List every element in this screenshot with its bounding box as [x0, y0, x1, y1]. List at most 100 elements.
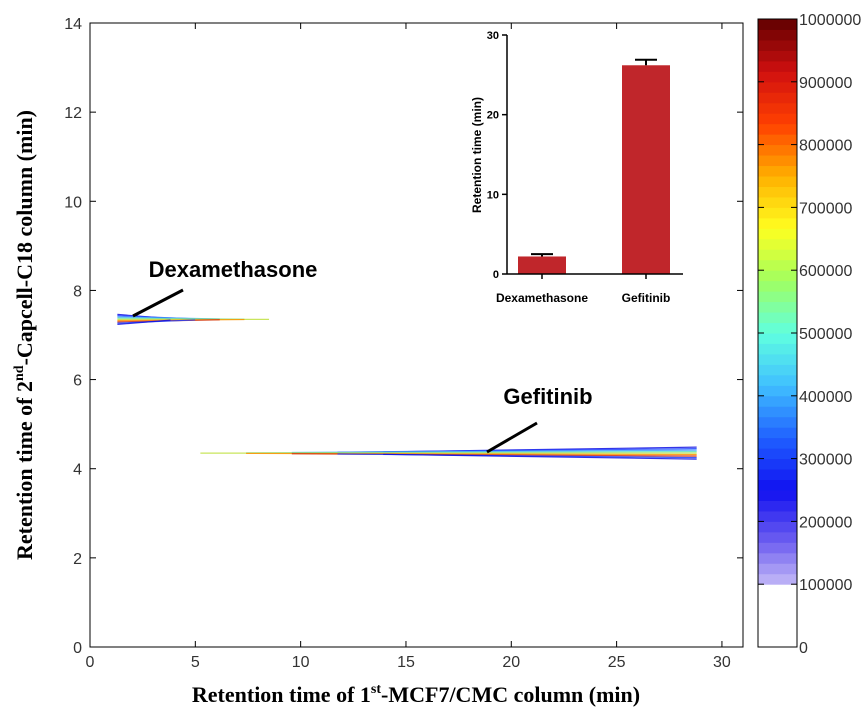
colorbar-band	[758, 102, 797, 114]
colorbar-band	[758, 374, 797, 386]
inset-axes: 0 10 20 30	[487, 30, 683, 281]
colorbar-band	[758, 605, 797, 617]
colorbar-band	[758, 437, 797, 449]
colorbar-band	[758, 573, 797, 585]
x-axis-label: Retention time of 1st-MCF7/CMC column (m…	[192, 682, 640, 707]
colorbar-band	[758, 490, 797, 501]
annotation-gefitinib: Gefitinib	[503, 384, 592, 409]
inset-y-tick-label: 10	[487, 189, 499, 201]
colorbar-band	[758, 312, 797, 324]
x-tick-label: 10	[292, 654, 310, 671]
colorbar-band	[758, 39, 797, 51]
inset-bar-dexamethasone	[518, 256, 566, 274]
x-tick-label: 0	[86, 654, 95, 671]
colorbar-band	[758, 113, 797, 125]
colorbar-band	[758, 584, 797, 596]
colorbar-band	[758, 291, 797, 303]
colorbar-band	[758, 19, 797, 30]
colorbar-ticks: 0 100000 200000 300000 400000 500000 600000 700…	[758, 12, 861, 657]
inset-category-label: Dexamethasone	[496, 291, 588, 305]
colorbar-band	[758, 552, 797, 564]
peaks-layer	[117, 313, 697, 460]
x-tick-label: 20	[502, 654, 520, 671]
colorbar-band	[758, 479, 797, 491]
x-axis-label-sup: st	[371, 682, 381, 697]
colorbar-band	[758, 531, 797, 543]
colorbar-band	[758, 176, 797, 187]
colorbar-tick-label: 800000	[799, 138, 852, 155]
y-tick-label: 0	[73, 640, 82, 657]
colorbar-tick-label: 300000	[799, 452, 852, 469]
colorbar-band	[758, 322, 797, 334]
inset-bar-gefitinib	[622, 65, 670, 274]
y-tick-label: 4	[73, 462, 82, 479]
colorbar-band	[758, 448, 797, 460]
colorbar-band	[758, 469, 797, 481]
y-tick-label: 12	[64, 105, 82, 122]
colorbar-band	[758, 542, 797, 554]
x-tick-label: 25	[608, 654, 626, 671]
colorbar-band	[758, 615, 797, 627]
colorbar-tick-label: 500000	[799, 326, 852, 343]
colorbar-band	[758, 458, 797, 470]
colorbar-band	[758, 626, 797, 638]
colorbar-band	[758, 186, 797, 198]
colorbar-tick-label: 400000	[799, 389, 852, 406]
y-tick-label: 14	[64, 16, 82, 33]
colorbar-band	[758, 563, 797, 575]
colorbar-band	[758, 71, 797, 83]
colorbar-band	[758, 510, 797, 522]
colorbar-bands	[758, 19, 797, 648]
inset-category-label: Gefitinib	[622, 291, 671, 305]
inset-y-tick-label: 0	[493, 269, 499, 281]
colorbar-band	[758, 594, 797, 606]
colorbar-band	[758, 521, 797, 533]
colorbar-band	[758, 364, 797, 376]
colorbar-band	[758, 196, 797, 208]
peak-gefitinib	[200, 446, 697, 460]
y-axis-ticks: 0 2 4 6 8 10 12 14	[64, 16, 743, 657]
y-tick-label: 2	[73, 551, 82, 568]
colorbar-band	[758, 144, 797, 156]
colorbar-band	[758, 81, 797, 93]
colorbar-band	[758, 217, 797, 229]
inset-y-tick-label: 20	[487, 110, 499, 122]
colorbar-band	[758, 50, 797, 62]
annotation-leader-line	[132, 288, 184, 318]
colorbar-tick-label: 900000	[799, 75, 852, 92]
colorbar-band	[758, 333, 797, 344]
inset-bar-chart: Dexamethasone Gefitinib 0 10 20 30 Retention…	[470, 30, 683, 305]
peak-contour-line	[117, 319, 171, 325]
colorbar-band	[758, 270, 797, 282]
peak-contour-line	[383, 453, 697, 460]
colorbar-band	[758, 636, 797, 648]
x-tick-label: 15	[397, 654, 415, 671]
y-tick-label: 6	[73, 373, 82, 390]
colorbar-band	[758, 280, 797, 292]
colorbar-band	[758, 385, 797, 397]
inset-bars: Dexamethasone Gefitinib	[496, 58, 671, 305]
y-tick-label: 10	[64, 194, 82, 211]
colorbar-band	[758, 165, 797, 177]
main-plot-frame	[89, 22, 744, 648]
y-axis-label-sup: nd	[12, 365, 27, 381]
peak-dexamethasone	[117, 313, 270, 325]
x-tick-label: 30	[713, 654, 731, 671]
colorbar-band	[758, 343, 797, 355]
colorbar: 0 100000 200000 300000 400000 500000 600000 700…	[757, 12, 861, 657]
colorbar-band	[758, 92, 797, 104]
colorbar-band	[758, 395, 797, 407]
colorbar-band	[758, 301, 797, 313]
colorbar-band	[758, 406, 797, 418]
colorbar-band	[758, 238, 797, 250]
colorbar-band	[758, 427, 797, 439]
colorbar-band	[758, 353, 797, 365]
colorbar-band	[758, 207, 797, 219]
y-axis-label: Retention time of 2nd-Capcell-C18 column…	[12, 110, 37, 560]
colorbar-band	[758, 29, 797, 41]
colorbar-band	[758, 155, 797, 167]
annotation-dexamethasone: Dexamethasone	[149, 257, 318, 282]
colorbar-tick-label: 100000	[799, 577, 852, 594]
colorbar-band	[758, 416, 797, 428]
